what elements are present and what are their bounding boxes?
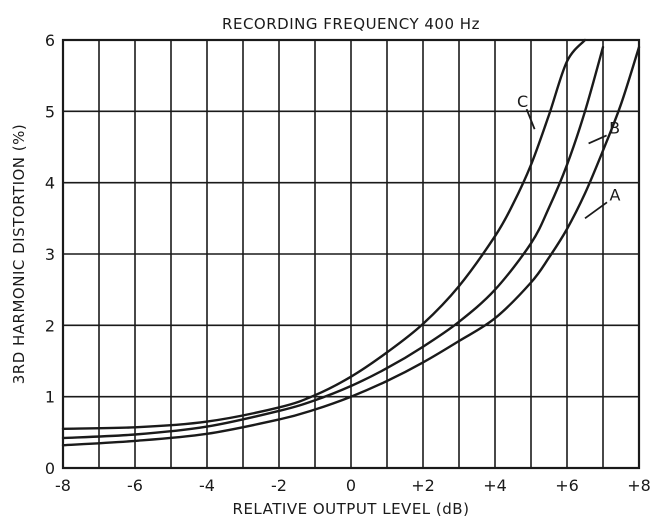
x-tick-label: +2 bbox=[411, 476, 435, 495]
series-label-b: B bbox=[609, 118, 620, 137]
x-tick-label: -2 bbox=[271, 476, 287, 495]
chart-title: RECORDING FREQUENCY 400 Hz bbox=[222, 15, 480, 33]
series-label-c: C bbox=[517, 92, 528, 111]
x-tick-label: -8 bbox=[55, 476, 71, 495]
series-lines bbox=[61, 38, 641, 447]
x-tick-label: +6 bbox=[555, 476, 579, 495]
series-line-a bbox=[61, 45, 641, 447]
y-tick-label: 5 bbox=[45, 102, 55, 121]
series-label-leader bbox=[525, 108, 536, 130]
y-tick-label: 0 bbox=[45, 459, 55, 478]
series-line-b bbox=[61, 45, 605, 440]
x-tick-label: 0 bbox=[346, 476, 356, 495]
x-tick-label: -4 bbox=[199, 476, 215, 495]
y-tick-label: 3 bbox=[45, 245, 55, 264]
series-label-leader bbox=[584, 201, 608, 220]
x-tick-labels: -8 -6 -4 -2 0 +2 +4 +6 +8 bbox=[55, 476, 651, 495]
plot-frame bbox=[61, 38, 641, 470]
y-tick-label: 4 bbox=[45, 174, 55, 193]
y-tick-label: 6 bbox=[45, 31, 55, 50]
series-labels: A B C bbox=[517, 92, 621, 220]
series-label-leader bbox=[588, 134, 607, 145]
series-label-a: A bbox=[610, 185, 621, 204]
y-axis-title: 3RD HARMONIC DISTORTION (%) bbox=[10, 124, 28, 385]
y-tick-labels: 0 1 2 3 4 5 6 bbox=[45, 31, 55, 478]
series-line-c bbox=[61, 38, 587, 430]
y-tick-label: 1 bbox=[45, 388, 55, 407]
x-tick-label: +8 bbox=[627, 476, 651, 495]
x-tick-label: +4 bbox=[483, 476, 507, 495]
x-axis-title: RELATIVE OUTPUT LEVEL (dB) bbox=[233, 500, 470, 518]
y-tick-label: 2 bbox=[45, 316, 55, 335]
grid bbox=[63, 40, 639, 468]
x-tick-label: -6 bbox=[127, 476, 143, 495]
